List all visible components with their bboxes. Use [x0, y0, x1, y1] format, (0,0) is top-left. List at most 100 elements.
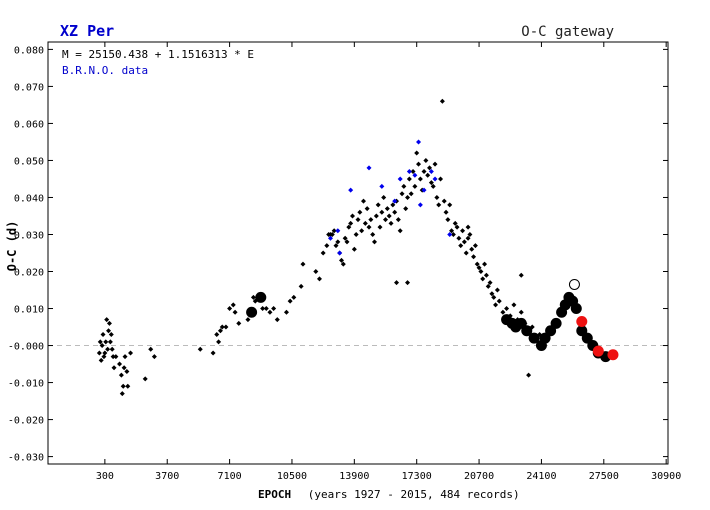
- visual-point: [449, 228, 455, 234]
- ccd-point: [521, 325, 533, 337]
- visual-point: [236, 320, 242, 326]
- visual-point: [384, 206, 390, 212]
- visual-point: [151, 354, 157, 360]
- visual-point: [465, 224, 471, 230]
- visual-point: [349, 213, 355, 219]
- visual-point: [471, 254, 477, 260]
- ccd-point: [528, 332, 540, 344]
- brno-point: [417, 202, 423, 208]
- visual-point: [485, 283, 491, 289]
- visual-point: [101, 354, 107, 360]
- visual-point: [461, 239, 467, 245]
- data-points: [96, 98, 619, 397]
- visual-point: [348, 220, 354, 226]
- visual-point: [110, 354, 116, 360]
- visual-point: [359, 228, 365, 234]
- visual-point: [148, 346, 154, 352]
- visual-point: [491, 294, 497, 300]
- visual-point: [469, 246, 475, 252]
- visual-point: [271, 306, 277, 312]
- recent-ccd-point: [576, 315, 588, 327]
- visual-point: [493, 302, 499, 308]
- ccd-point: [246, 306, 258, 318]
- visual-point: [329, 231, 335, 237]
- visual-point: [447, 202, 453, 208]
- brno-point: [432, 176, 438, 182]
- visual-point: [250, 294, 256, 300]
- visual-point: [445, 217, 451, 223]
- visual-point: [97, 339, 103, 345]
- visual-point: [489, 291, 495, 297]
- visual-point: [122, 354, 128, 360]
- visual-point: [450, 231, 456, 237]
- x-axis-ticks: 300 3700 7100 10500 13900 17300 20700 24100 2750…: [96, 42, 681, 482]
- visual-point: [452, 220, 458, 226]
- visual-point: [128, 350, 134, 356]
- visual-point: [474, 261, 480, 267]
- visual-point: [320, 250, 326, 256]
- gateway-label: O-C gateway: [521, 24, 614, 40]
- visual-point: [379, 209, 385, 215]
- visual-point: [362, 220, 368, 226]
- visual-point: [298, 283, 304, 289]
- visual-point: [364, 206, 370, 212]
- visual-point: [373, 213, 379, 219]
- visual-point: [405, 194, 411, 200]
- visual-point: [117, 361, 123, 367]
- visual-point: [421, 169, 427, 175]
- visual-point: [313, 269, 319, 275]
- y-tick-label: 0.030: [14, 230, 44, 241]
- visual-point: [355, 217, 361, 223]
- star-name-title: XZ Per: [60, 22, 114, 40]
- visual-point: [483, 272, 489, 278]
- visual-point: [487, 280, 493, 286]
- y-tick-label: 0.080: [14, 45, 44, 56]
- x-tick-label: 30900: [651, 471, 681, 482]
- visual-point: [287, 298, 293, 304]
- visual-point: [342, 235, 348, 241]
- ccd-point: [550, 317, 562, 329]
- visual-point: [397, 228, 403, 234]
- visual-point: [427, 165, 433, 171]
- visual-point: [300, 261, 306, 267]
- y-tick-label: -0.000: [8, 342, 44, 353]
- visual-point: [291, 294, 297, 300]
- visual-point: [441, 198, 447, 204]
- visual-point: [425, 172, 431, 178]
- y-tick-label: -0.010: [8, 379, 44, 390]
- plot-frame: [47, 41, 669, 465]
- visual-point: [118, 372, 124, 378]
- visual-point: [430, 183, 436, 189]
- brno-point: [348, 187, 354, 193]
- x-tick-label: 27500: [589, 471, 619, 482]
- visual-point: [504, 306, 510, 312]
- visual-point: [340, 261, 346, 267]
- visual-point: [260, 306, 266, 312]
- visual-point: [316, 276, 322, 282]
- y-tick-label: 0.050: [14, 156, 44, 167]
- visual-point: [416, 161, 422, 167]
- ccd-point: [570, 303, 582, 315]
- visual-point: [103, 339, 109, 345]
- visual-point: [480, 276, 486, 282]
- y-tick-label: -0.020: [8, 416, 44, 427]
- visual-point: [263, 306, 269, 312]
- visual-point: [465, 235, 471, 241]
- visual-point: [338, 257, 344, 263]
- visual-point: [436, 202, 442, 208]
- brno-point: [421, 187, 427, 193]
- x-axis-label-note: (years 1927 - 2015, 484 records): [308, 488, 520, 501]
- visual-point: [405, 280, 411, 286]
- y-tick-label: -0.030: [8, 453, 44, 464]
- visual-point: [219, 324, 225, 330]
- visual-point: [410, 169, 416, 175]
- brno-point: [447, 231, 453, 237]
- brno-point: [397, 176, 403, 182]
- x-tick-label: 3700: [155, 471, 179, 482]
- y-tick-label: 0.060: [14, 119, 44, 130]
- visual-point: [443, 209, 449, 215]
- visual-point: [111, 365, 117, 371]
- visual-point: [406, 176, 412, 182]
- visual-point: [401, 183, 407, 189]
